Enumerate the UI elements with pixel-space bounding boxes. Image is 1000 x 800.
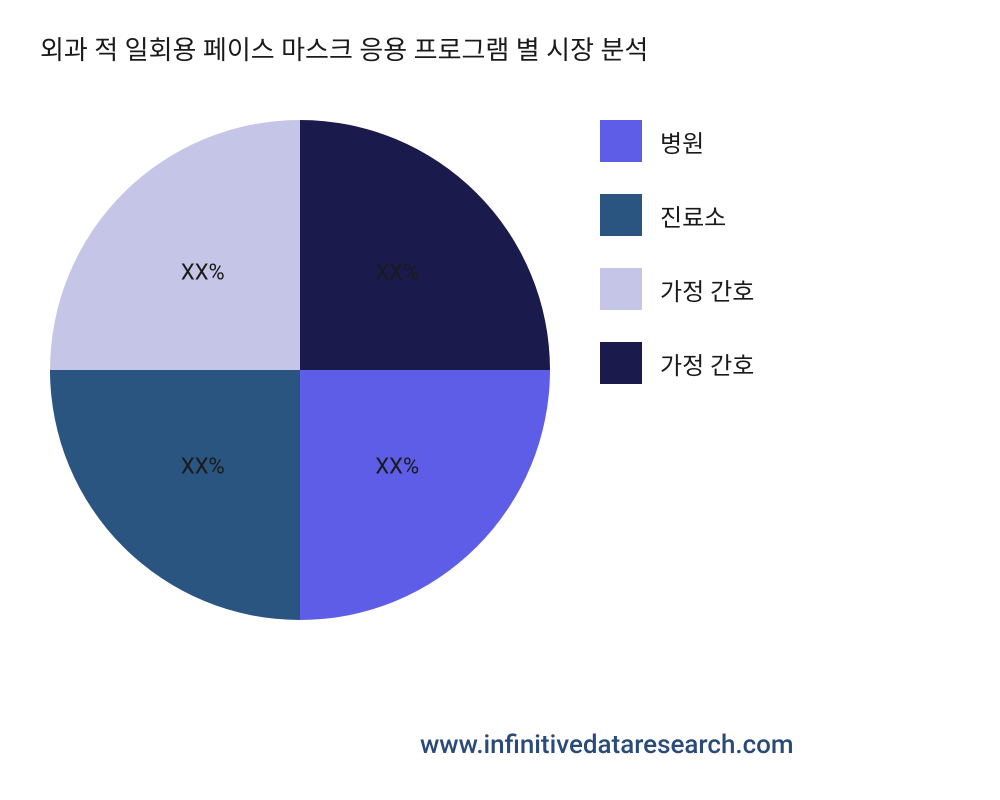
slice-label: XX% (181, 455, 225, 480)
slice-label: XX% (375, 260, 419, 285)
legend-label: 병원 (660, 124, 704, 159)
legend-swatch (600, 268, 642, 310)
pie-svg (50, 120, 550, 620)
footer-attribution: www.infinitivedataresearch.com (420, 730, 794, 760)
legend: 병원진료소가정 간호가정 간호 (600, 120, 754, 384)
pie-slice (50, 370, 300, 620)
chart-title: 외과 적 일회용 페이스 마스크 응용 프로그램 별 시장 분석 (40, 30, 648, 67)
legend-item: 진료소 (600, 194, 754, 236)
legend-swatch (600, 342, 642, 384)
pie-chart: XX% XX% XX% XX% (50, 120, 550, 620)
legend-swatch (600, 194, 642, 236)
legend-label: 가정 간호 (660, 346, 754, 381)
slice-label: XX% (375, 455, 419, 480)
legend-item: 가정 간호 (600, 268, 754, 310)
legend-item: 병원 (600, 120, 754, 162)
pie-slice (300, 120, 550, 370)
legend-label: 가정 간호 (660, 272, 754, 307)
legend-item: 가정 간호 (600, 342, 754, 384)
pie-slice (300, 370, 550, 620)
legend-label: 진료소 (660, 198, 726, 233)
pie-slice (50, 120, 300, 370)
slice-label: XX% (181, 260, 225, 285)
legend-swatch (600, 120, 642, 162)
